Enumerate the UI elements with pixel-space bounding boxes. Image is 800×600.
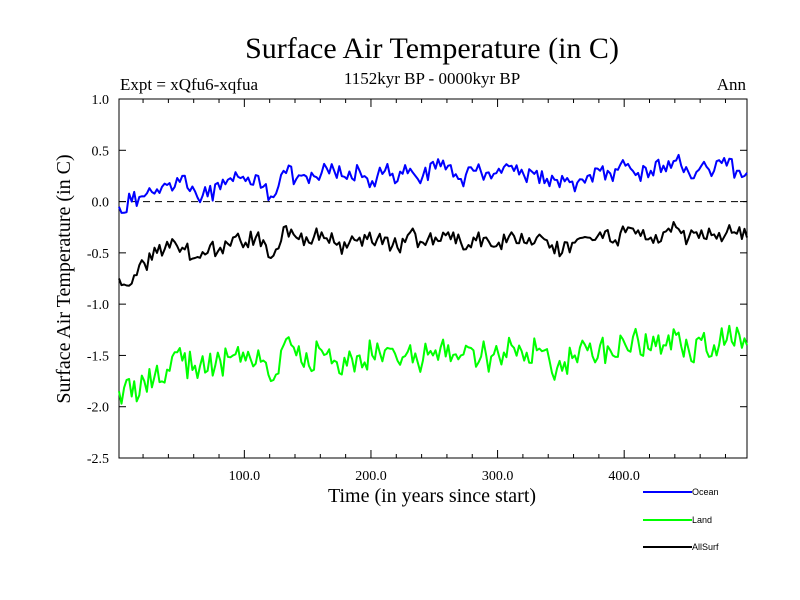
series-group <box>118 153 748 405</box>
expt-label: Expt = xQfu6-xqfua <box>120 75 258 94</box>
plot-frame <box>118 98 748 459</box>
chart-subtitle: 1152kyr BP - 0000kyr BP <box>344 69 520 88</box>
x-axis-ticks: 100.0 200.0 300.0 400.0 <box>142 99 726 484</box>
legend-label-allsurf: AllSurf <box>692 542 719 552</box>
x-tick-label: 200.0 <box>355 469 387 484</box>
season-label: Ann <box>717 75 747 94</box>
series-line-allsurf <box>118 221 748 287</box>
x-tick-label: 100.0 <box>229 469 261 484</box>
series-line-ocean <box>118 153 748 214</box>
y-tick-label: 1.0 <box>92 93 110 108</box>
legend-label-land: Land <box>692 515 712 525</box>
y-axis-label: Surface Air Temperature (in C) <box>53 154 75 403</box>
series-line-land <box>118 324 748 405</box>
chart-title: Surface Air Temperature (in C) <box>245 32 619 65</box>
y-tick-label: -0.5 <box>87 247 109 262</box>
y-tick-label: -1.5 <box>87 349 109 364</box>
legend-label-ocean: Ocean <box>692 487 719 497</box>
y-tick-label: 0.5 <box>92 144 110 159</box>
x-axis-label: Time (in years since start) <box>328 485 536 507</box>
y-axis-ticks: 1.0 0.5 0.0 -0.5 -1.0 -1.5 -2.0 -2.5 <box>87 93 747 467</box>
x-tick-label: 400.0 <box>608 469 640 484</box>
y-tick-label: -2.5 <box>87 452 109 467</box>
y-tick-label: -2.0 <box>87 401 109 416</box>
y-tick-label: -1.0 <box>87 298 109 313</box>
x-tick-label: 300.0 <box>482 469 514 484</box>
legend: Ocean Land AllSurf <box>643 487 719 552</box>
y-tick-label: 0.0 <box>92 196 110 211</box>
